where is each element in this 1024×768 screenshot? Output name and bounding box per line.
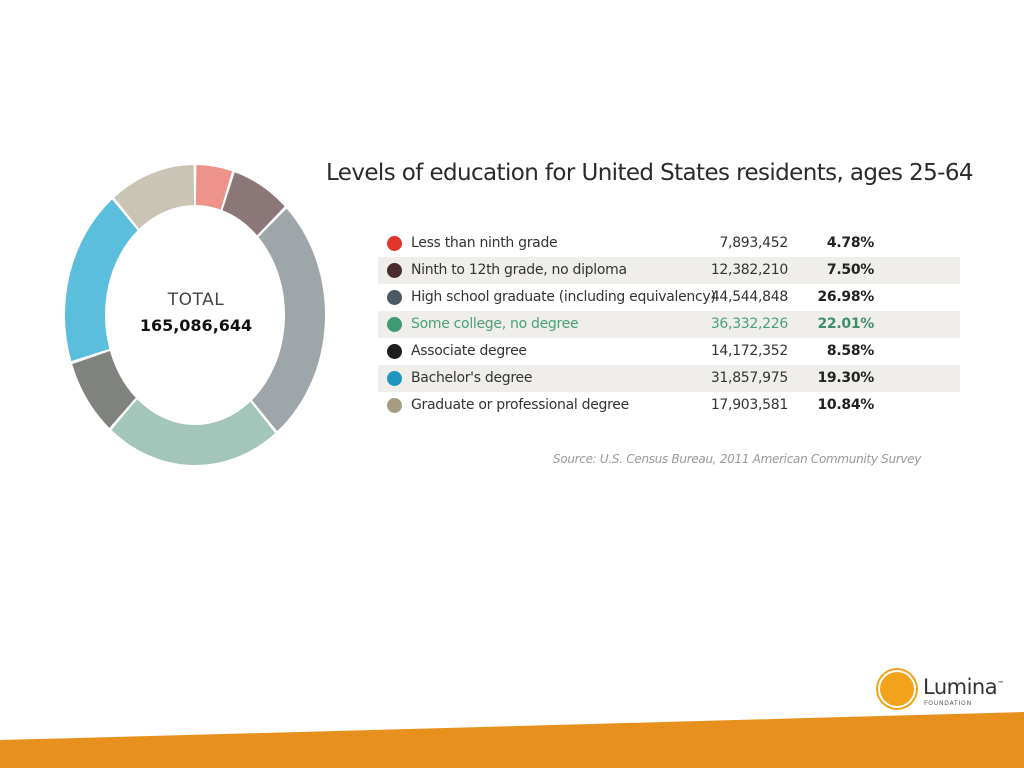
donut-slice-associate-degree — [72, 351, 136, 428]
legend-percent: 19.30% — [817, 370, 874, 386]
chart-title: Levels of education for United States re… — [326, 160, 974, 186]
donut-slice-ninth-to-12th-grade-no-diploma — [222, 172, 285, 236]
legend-category: Graduate or professional degree — [411, 397, 629, 413]
legend-percent: 7.50% — [826, 262, 874, 278]
donut-chart — [65, 165, 325, 465]
legend-category: Ninth to 12th grade, no diploma — [411, 262, 627, 278]
legend-table: Less than ninth grade 7,893,452 4.78% Ninth… — [378, 230, 960, 419]
donut-slice-less-than-ninth-grade — [195, 165, 233, 210]
legend-count: 44,544,848 — [710, 289, 788, 305]
legend-dot-icon — [387, 344, 402, 359]
legend-dot-icon — [387, 290, 402, 305]
legend-count: 12,382,210 — [710, 262, 788, 278]
donut-slice-some-college-no-degree — [111, 399, 276, 465]
donut-slice-high-school-graduate-including-equivalency — [251, 208, 325, 432]
legend-row: Some college, no degree 36,332,226 22.01% — [378, 311, 960, 338]
legend-count: 7,893,452 — [719, 235, 788, 251]
legend-category: Bachelor's degree — [411, 370, 533, 386]
legend-dot-icon — [387, 371, 402, 386]
footer-band — [0, 712, 1024, 768]
legend-percent: 10.84% — [817, 397, 874, 413]
donut-slice-graduate-or-professional-degree — [114, 165, 195, 229]
legend-percent: 8.58% — [826, 343, 874, 359]
legend-count: 31,857,975 — [710, 370, 788, 386]
legend-category: High school graduate (including equivale… — [411, 289, 716, 305]
legend-dot-icon — [387, 236, 402, 251]
footer-band-shape — [0, 712, 1024, 768]
legend-count: 36,332,226 — [710, 316, 788, 332]
legend-row: Bachelor's degree 31,857,975 19.30% — [378, 365, 960, 392]
lumina-logo: Lumina™ FOUNDATION — [878, 670, 1008, 710]
donut-slice-bachelor-s-degree — [65, 199, 138, 362]
legend-category: Less than ninth grade — [411, 235, 558, 251]
legend-row: High school graduate (including equivale… — [378, 284, 960, 311]
legend-row: Ninth to 12th grade, no diploma 12,382,21… — [378, 257, 960, 284]
legend-dot-icon — [387, 263, 402, 278]
legend-category: Some college, no degree — [411, 316, 579, 332]
legend-row: Less than ninth grade 7,893,452 4.78% — [378, 230, 960, 257]
legend-count: 17,903,581 — [710, 397, 788, 413]
legend-count: 14,172,352 — [710, 343, 788, 359]
total-label: TOTAL — [167, 290, 225, 310]
logo-wordmark: Lumina™ — [923, 675, 1004, 699]
legend-dot-icon — [387, 398, 402, 413]
legend-percent: 22.01% — [817, 316, 874, 332]
legend-category: Associate degree — [411, 343, 527, 359]
legend-row: Graduate or professional degree 17,903,58… — [378, 392, 960, 419]
logo-tagline: FOUNDATION — [924, 700, 972, 707]
sun-icon — [880, 672, 914, 706]
legend-percent: 4.78% — [826, 235, 874, 251]
legend-percent: 26.98% — [817, 289, 874, 305]
source-note: Source: U.S. Census Bureau, 2011 America… — [553, 452, 922, 466]
legend-dot-icon — [387, 317, 402, 332]
legend-row: Associate degree 14,172,352 8.58% — [378, 338, 960, 365]
total-value: 165,086,644 — [139, 316, 253, 335]
